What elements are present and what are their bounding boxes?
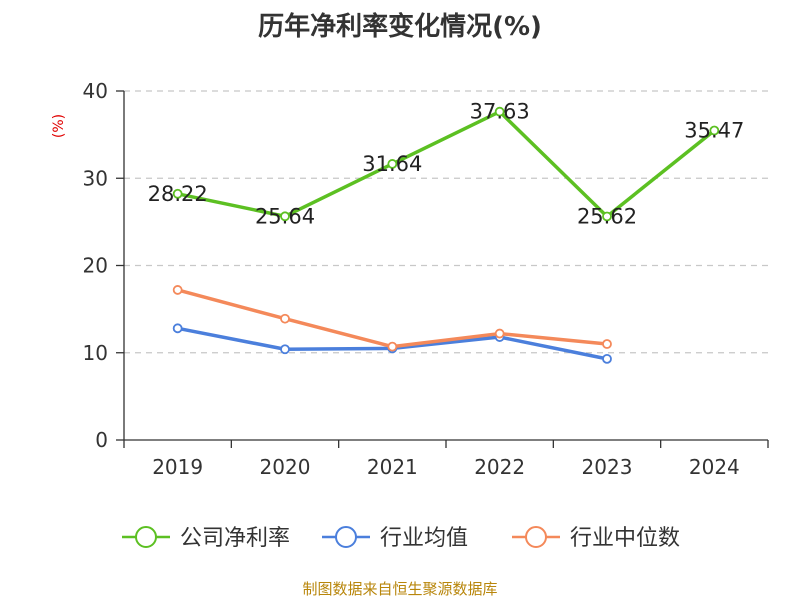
y-tick-label: 40 xyxy=(83,79,108,103)
data-label: 28.22 xyxy=(148,182,208,206)
legend-label: 行业中位数 xyxy=(570,526,680,551)
grid-layer xyxy=(124,90,768,354)
data-point[interactable] xyxy=(172,285,183,295)
data-label: 37.63 xyxy=(470,100,530,124)
data-point[interactable] xyxy=(172,323,183,334)
x-tick-label: 2020 xyxy=(260,455,311,479)
series-line-0 xyxy=(177,109,716,219)
legend-item[interactable]: 公司净利率 xyxy=(122,526,290,551)
legend[interactable]: 公司净利率 行业均值 行业中位数 xyxy=(122,526,680,551)
legend-marker-icon xyxy=(525,526,547,548)
x-tick-label: 2021 xyxy=(367,455,418,479)
data-point[interactable] xyxy=(602,353,612,364)
data-point[interactable] xyxy=(387,159,398,169)
data-point[interactable] xyxy=(280,211,290,222)
legend-marker-icon xyxy=(135,526,157,548)
y-tick-label: 10 xyxy=(83,341,108,365)
data-point[interactable] xyxy=(494,328,505,339)
data-point[interactable] xyxy=(602,211,612,222)
x-tick-label: 2019 xyxy=(152,455,203,479)
data-label: 31.64 xyxy=(362,152,422,176)
series-line-2 xyxy=(177,288,608,349)
data-point[interactable] xyxy=(387,341,398,352)
x-tick-label: 2022 xyxy=(474,455,525,479)
series-layer: 28.22 25.64 31.64 37.63 25.62 35.47 xyxy=(148,100,744,364)
y-tick-label: 0 xyxy=(95,428,108,452)
x-tick-label: 2024 xyxy=(689,455,740,479)
axis-layer: 0 10 20 30 40 2019 2020 2021 2022 2023 2024 xyxy=(83,79,769,479)
data-point[interactable] xyxy=(172,188,183,199)
data-point[interactable] xyxy=(280,313,290,324)
data-label: 25.62 xyxy=(577,204,637,228)
legend-marker-icon xyxy=(335,526,357,548)
legend-item[interactable]: 行业中位数 xyxy=(512,526,680,551)
x-tick-label: 2023 xyxy=(582,455,633,479)
data-label: 25.64 xyxy=(255,204,315,228)
y-tick-label: 30 xyxy=(83,166,108,190)
legend-label: 行业均值 xyxy=(380,526,468,551)
data-point[interactable] xyxy=(709,125,720,136)
data-label: 35.47 xyxy=(684,119,744,143)
source-note: 制图数据来自恒生聚源数据库 xyxy=(302,580,497,598)
data-point[interactable] xyxy=(602,339,612,349)
legend-item[interactable]: 行业均值 xyxy=(322,526,468,551)
legend-label: 公司净利率 xyxy=(180,526,290,551)
y-axis-label: (%) xyxy=(51,114,67,138)
data-point[interactable] xyxy=(280,344,290,355)
chart-title: 历年净利率变化情况(%) xyxy=(258,11,542,42)
y-tick-label: 20 xyxy=(83,254,108,278)
data-point[interactable] xyxy=(494,106,505,117)
